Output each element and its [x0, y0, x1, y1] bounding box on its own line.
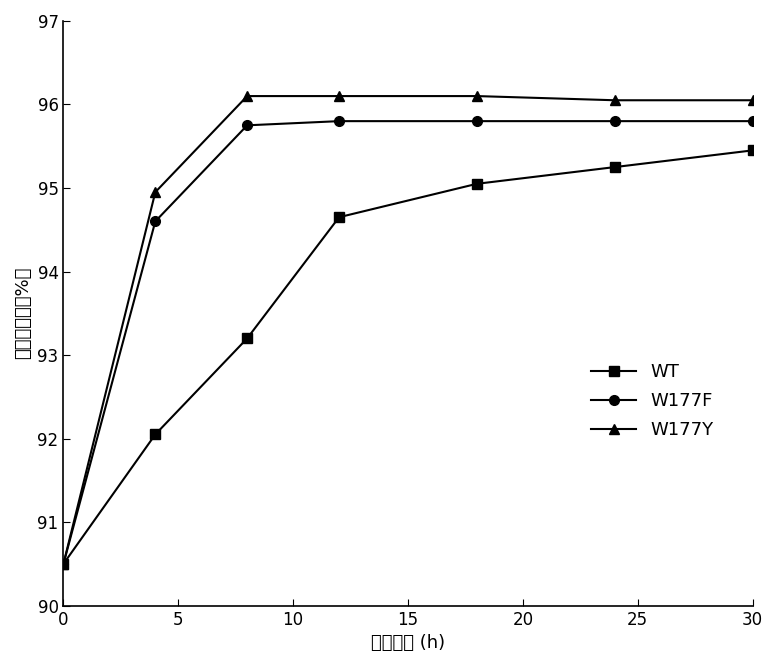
W177F	[151, 217, 160, 225]
W177F	[472, 117, 482, 125]
Line: W177Y: W177Y	[58, 91, 758, 569]
W177F	[242, 121, 252, 129]
W177Y	[242, 92, 252, 100]
W177Y	[748, 97, 758, 105]
WT	[610, 163, 619, 171]
W177F	[748, 117, 758, 125]
Line: WT: WT	[58, 145, 758, 569]
Legend: WT, W177F, W177Y: WT, W177F, W177Y	[582, 354, 723, 448]
W177Y	[151, 188, 160, 196]
W177F	[610, 117, 619, 125]
W177F	[59, 560, 68, 568]
Y-axis label: 麦芽糖含量（%）: 麦芽糖含量（%）	[14, 267, 32, 360]
W177Y	[334, 92, 343, 100]
WT	[59, 560, 68, 568]
W177Y	[472, 92, 482, 100]
Line: W177F: W177F	[58, 117, 758, 569]
W177F	[334, 117, 343, 125]
W177Y	[610, 97, 619, 105]
WT	[748, 147, 758, 155]
WT	[472, 180, 482, 188]
WT	[242, 334, 252, 342]
WT	[151, 430, 160, 438]
WT	[334, 213, 343, 221]
W177Y	[59, 560, 68, 568]
X-axis label: 反应时间 (h): 反应时间 (h)	[371, 634, 445, 652]
